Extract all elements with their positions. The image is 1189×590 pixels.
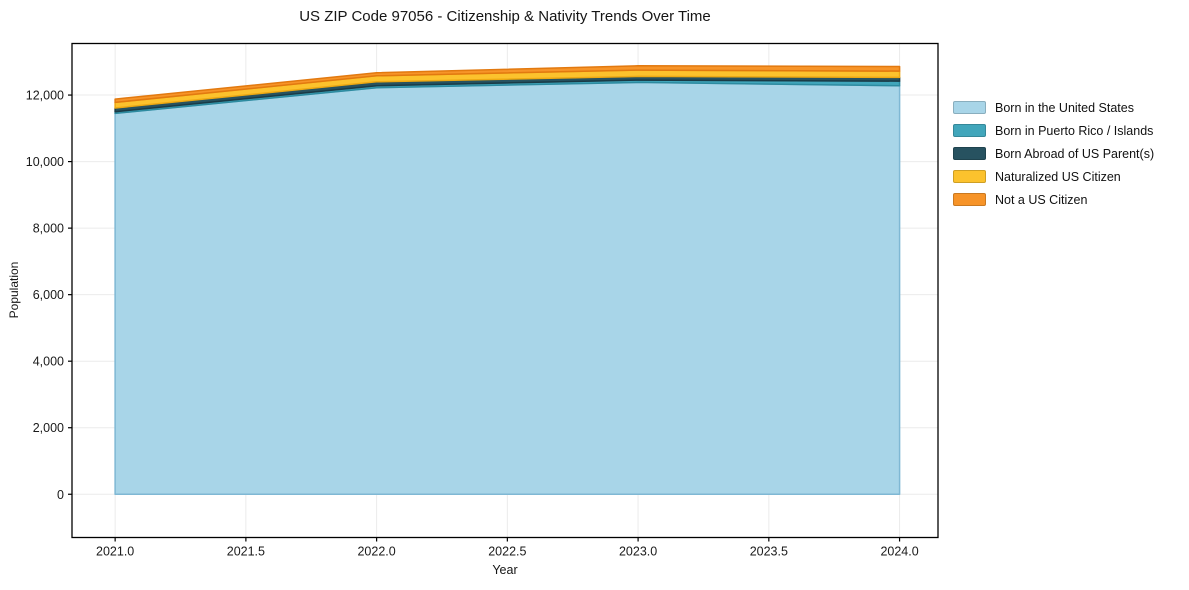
legend-swatch (953, 170, 986, 183)
legend-swatch (953, 101, 986, 114)
legend-swatch (953, 147, 986, 160)
legend-item: Born Abroad of US Parent(s) (953, 146, 1155, 161)
x-tick-label: 2023.0 (619, 545, 657, 559)
legend-swatch (953, 193, 986, 206)
y-tick-label: 10,000 (26, 155, 64, 169)
y-tick-label: 8,000 (33, 222, 64, 236)
legend-swatch (953, 124, 986, 137)
legend-item: Born in Puerto Rico / Islands (953, 123, 1154, 138)
y-tick-label: 6,000 (33, 288, 64, 302)
legend-item: Born in the United States (953, 100, 1154, 115)
legend-label: Born in the United States (995, 100, 1134, 115)
x-tick-label: 2022.5 (488, 545, 526, 559)
area-series (114, 65, 901, 104)
x-tick-label: 2023.5 (750, 545, 788, 559)
legend-label: Not a US Citizen (995, 192, 1088, 207)
legend: Born in the United States Born in Puerto … (953, 101, 1154, 216)
x-axis-label: Year (492, 563, 518, 577)
legend-item: Naturalized US Citizen (953, 169, 1154, 184)
x-tick-label: 2022.0 (357, 545, 395, 559)
legend-label: Born in Puerto Rico / Islands (995, 123, 1154, 138)
x-tick-label: 2021.0 (96, 545, 134, 559)
chart-title: US ZIP Code 97056 - Citizenship & Nativi… (299, 8, 711, 25)
y-tick-label: 4,000 (33, 355, 64, 369)
legend-item: Not a US Citizen (953, 192, 1154, 207)
x-tick-label: 2024.0 (880, 545, 918, 559)
x-tick-label: 2021.5 (227, 545, 265, 559)
legend-label: Naturalized US Citizen (995, 169, 1121, 184)
plot-border (71, 42, 939, 539)
y-tick-label: 2,000 (33, 421, 64, 435)
y-tick-label: 0 (57, 488, 64, 502)
area-series (114, 81, 901, 496)
y-tick-label: 12,000 (26, 89, 64, 103)
legend-label: Born Abroad of US Parent(s) (995, 146, 1155, 161)
